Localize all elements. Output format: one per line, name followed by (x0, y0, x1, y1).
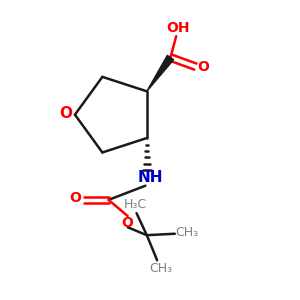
Text: NH: NH (138, 170, 163, 185)
Text: OH: OH (166, 21, 189, 35)
Text: O: O (59, 106, 72, 121)
Text: O: O (197, 60, 209, 74)
Text: O: O (69, 191, 81, 206)
Polygon shape (147, 55, 174, 91)
Text: H₃C: H₃C (124, 198, 147, 212)
Text: CH₃: CH₃ (176, 226, 199, 239)
Text: O: O (122, 216, 134, 230)
Text: CH₃: CH₃ (149, 262, 172, 275)
